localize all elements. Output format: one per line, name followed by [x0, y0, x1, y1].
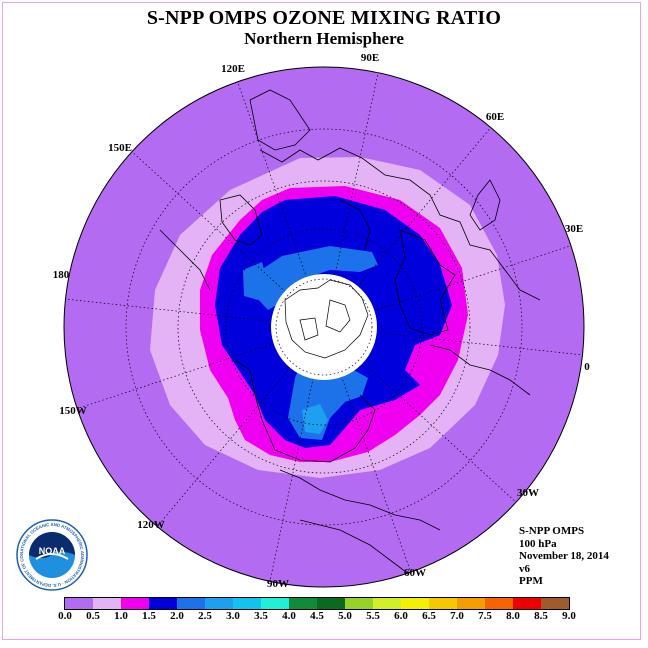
info-units: PPM	[519, 575, 543, 587]
band-2.5-3.0-a	[302, 404, 328, 434]
info-block: S-NPP OMPS 100 hPa November 18, 2014 v6 …	[519, 525, 609, 588]
colorbar-tick-label: 8.0	[506, 610, 520, 622]
colorbar-tick-label: 9.0	[562, 610, 576, 622]
colorbar-cell	[513, 598, 541, 609]
colorbar-tick-label: 7.0	[450, 610, 464, 622]
colorbar	[64, 597, 570, 610]
colorbar-tick-label: 5.5	[366, 610, 380, 622]
lon-label-150w: 150W	[59, 405, 87, 417]
polar-night-no-data	[271, 274, 377, 380]
arctic-coastlines	[284, 279, 369, 359]
colorbar-cell	[373, 598, 401, 609]
colorbar-tick-label: 3.0	[226, 610, 240, 622]
colorbar-tick-label: 4.5	[310, 610, 324, 622]
map-border	[63, 66, 585, 588]
colorbar-cell	[93, 598, 121, 609]
lon-label-120w: 120W	[137, 519, 165, 531]
info-version: v6	[519, 562, 530, 575]
graticule	[64, 72, 584, 582]
colorbar-ticks: 0.0 0.5 1.0 1.5 2.0 2.5 3.0 3.5 4.0 4.5 5.0 5.5 6.0 6…	[50, 610, 610, 624]
lon-label-0: 0	[584, 361, 590, 373]
polar-graticule	[275, 278, 373, 376]
colorbar-cell	[401, 598, 429, 609]
colorbar-cell	[121, 598, 149, 609]
noaa-logo-text: NOAA	[39, 546, 66, 556]
lon-label-30w: 30W	[517, 487, 539, 499]
colorbar-cell	[541, 598, 569, 609]
colorbar-tick-label: 2.5	[198, 610, 212, 622]
colorbar-tick-label: 3.5	[254, 610, 268, 622]
colorbar-cell	[149, 598, 177, 609]
info-level: 100 hPa	[519, 537, 557, 550]
band-2.0-2.5-c	[243, 262, 268, 300]
lon-label-30e: 30E	[565, 223, 583, 235]
colorbar-cell	[289, 598, 317, 609]
coastlines	[159, 89, 541, 576]
colorbar-tick-label: 2.0	[170, 610, 184, 622]
colorbar-tick-label: 4.0	[282, 610, 296, 622]
lon-label-180: 180	[53, 269, 70, 281]
lon-label-90e: 90E	[361, 52, 379, 64]
chart-title: S-NPP OMPS OZONE MIXING RATIO	[146, 7, 502, 29]
colorbar-cell	[261, 598, 289, 609]
colorbar-tick-label: 0.0	[58, 610, 72, 622]
lon-label-60w: 60W	[404, 567, 426, 579]
chart-subtitle: Northern Hemisphere	[244, 29, 404, 48]
lon-label-120e: 120E	[221, 63, 245, 75]
colorbar-tick-label: 5.0	[338, 610, 352, 622]
colorbar-tick-label: 7.5	[478, 610, 492, 622]
info-date: November 18, 2014	[519, 550, 609, 562]
colorbar-tick-label: 1.5	[142, 610, 156, 622]
lon-label-60e: 60E	[486, 111, 504, 123]
figure-frame	[2, 2, 641, 640]
info-instrument: S-NPP OMPS	[519, 525, 585, 537]
colorbar-cell	[429, 598, 457, 609]
noaa-logo-icon: NATIONAL OCEANIC AND ATMOSPHERIC ADMINIS…	[14, 515, 88, 591]
colorbar-cell	[233, 598, 261, 609]
colorbar-cell	[177, 598, 205, 609]
colorbar-cell	[345, 598, 373, 609]
colorbar-tick-label: 1.0	[114, 610, 128, 622]
colorbar-cell	[205, 598, 233, 609]
colorbar-cell	[485, 598, 513, 609]
colorbar-tick-label: 8.5	[534, 610, 548, 622]
colorbar-cell	[317, 598, 345, 609]
lon-label-150e: 150E	[108, 142, 132, 154]
colorbar-tick-label: 6.0	[394, 610, 408, 622]
colorbar-tick-label: 0.5	[86, 610, 100, 622]
colorbar-cell	[65, 598, 93, 609]
colorbar-tick-label: 6.5	[422, 610, 436, 622]
lon-label-90w: 90W	[267, 578, 289, 590]
colorbar-cell	[457, 598, 485, 609]
